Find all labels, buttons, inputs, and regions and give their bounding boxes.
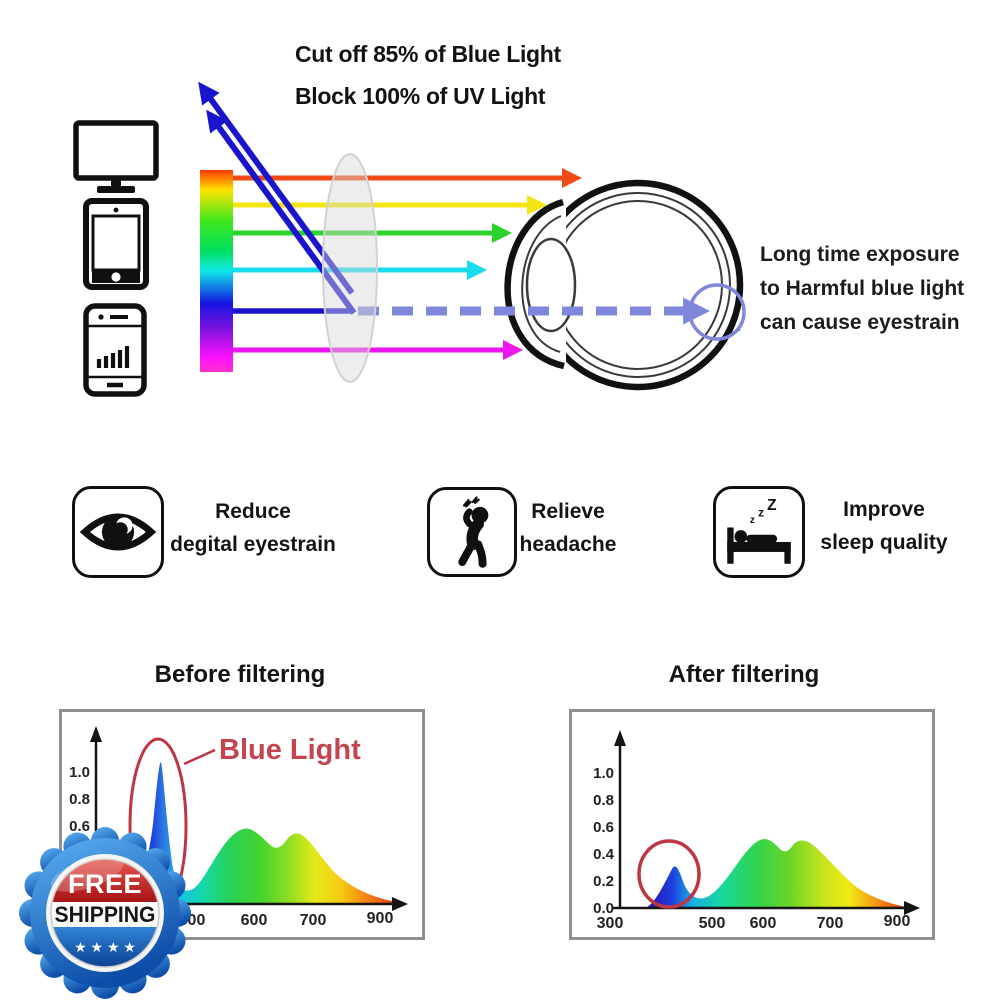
spectrum-curve-before bbox=[130, 762, 392, 904]
tablet-icon bbox=[83, 198, 149, 290]
benefit-headache-line-1: Relieve bbox=[531, 500, 605, 523]
signal-bars-icon bbox=[96, 346, 130, 368]
after-filtering-chart: 1.0 0.8 0.6 0.4 0.2 0.0 300 500 600 700 … bbox=[569, 709, 935, 940]
header-line-2: Block 100% of UV Light bbox=[295, 83, 546, 109]
ytick: 0.4 bbox=[593, 846, 615, 863]
ytick: 0.8 bbox=[593, 792, 614, 809]
benefit-box-eyestrain bbox=[72, 486, 164, 578]
xtick: 700 bbox=[300, 912, 327, 929]
spectrum-curve-after bbox=[646, 839, 906, 908]
badge-stars: ★ ★ ★ ★ bbox=[74, 939, 136, 955]
benefit-label-headache: Relieve headache bbox=[468, 495, 668, 561]
ytick: 1.0 bbox=[69, 764, 90, 781]
x-axis-arrow bbox=[904, 901, 920, 915]
headache-icon bbox=[458, 496, 489, 568]
eye-icon bbox=[79, 513, 157, 551]
eyeball-diagram bbox=[504, 179, 744, 391]
zzz-glyph-1: z bbox=[750, 515, 755, 526]
benefit-box-sleep: z z Z bbox=[713, 486, 805, 578]
benefit-box-headache bbox=[427, 487, 517, 577]
monitor-icon bbox=[73, 120, 159, 193]
badge-gloss bbox=[50, 856, 124, 892]
spectrum-bar bbox=[200, 170, 233, 372]
filtered-blue-circle-annotation bbox=[637, 839, 701, 909]
xtick: 900 bbox=[884, 913, 911, 930]
xtick: 900 bbox=[367, 910, 394, 927]
benefit-eyestrain-line-2: degital eyestrain bbox=[170, 533, 336, 556]
ytick: 0.6 bbox=[593, 819, 614, 836]
ytick: 0.2 bbox=[593, 873, 614, 890]
smartphone-icon bbox=[83, 303, 147, 397]
eye-caption-line-3: can cause eyestrain bbox=[760, 311, 960, 334]
benefit-label-sleep: Improve sleep quality bbox=[784, 493, 984, 559]
header-line-1: Cut off 85% of Blue Light bbox=[295, 41, 561, 67]
ytick: 1.0 bbox=[593, 765, 614, 782]
badge-shipping-text: SHIPPING bbox=[55, 902, 156, 927]
retina-highlight-circle bbox=[688, 283, 746, 341]
eye-caption-line-1: Long time exposure bbox=[760, 243, 960, 266]
xtick: 300 bbox=[597, 915, 624, 932]
sleep-icon: z z Z bbox=[727, 497, 791, 564]
light-rays bbox=[233, 168, 711, 360]
after-chart-title: After filtering bbox=[668, 661, 820, 688]
free-shipping-badge: FREE SHIPPING ★ ★ ★ ★ bbox=[19, 827, 191, 999]
filter-lens bbox=[322, 153, 378, 383]
xtick: 700 bbox=[817, 915, 844, 932]
eye-caption-line-2: to Harmful blue light bbox=[760, 277, 965, 300]
ytick: 0.0 bbox=[593, 900, 614, 917]
y-axis-arrow bbox=[614, 730, 626, 746]
xtick: 600 bbox=[241, 912, 268, 929]
badge-free-text: FREE bbox=[68, 869, 142, 899]
x-axis-arrow bbox=[392, 897, 408, 911]
ytick: 0.8 bbox=[69, 791, 90, 808]
eye-lens bbox=[525, 237, 577, 333]
ytick: 0.6 bbox=[69, 818, 90, 835]
reflected-blue-arrows bbox=[198, 81, 357, 315]
benefit-sleep-line-2: sleep quality bbox=[820, 531, 948, 554]
zzz-glyph-2: z bbox=[758, 507, 764, 520]
blue-light-diagram bbox=[73, 81, 746, 397]
xtick: 500 bbox=[699, 915, 726, 932]
y-axis-arrow bbox=[90, 726, 102, 742]
benefit-label-eyestrain: Reduce degital eyestrain bbox=[143, 495, 363, 561]
benefit-sleep-line-1: Improve bbox=[843, 498, 925, 521]
before-chart-title: Before filtering bbox=[154, 661, 326, 688]
benefit-headache-line-2: headache bbox=[519, 533, 617, 556]
benefit-eyestrain-line-1: Reduce bbox=[215, 500, 291, 523]
annotation-leader-line bbox=[183, 748, 216, 766]
blue-light-annotation: Blue Light bbox=[219, 734, 361, 766]
zzz-glyph-3: Z bbox=[767, 497, 776, 514]
eye-caption: Long time exposure to Harmful blue light… bbox=[760, 238, 964, 340]
xtick: 600 bbox=[750, 915, 777, 932]
